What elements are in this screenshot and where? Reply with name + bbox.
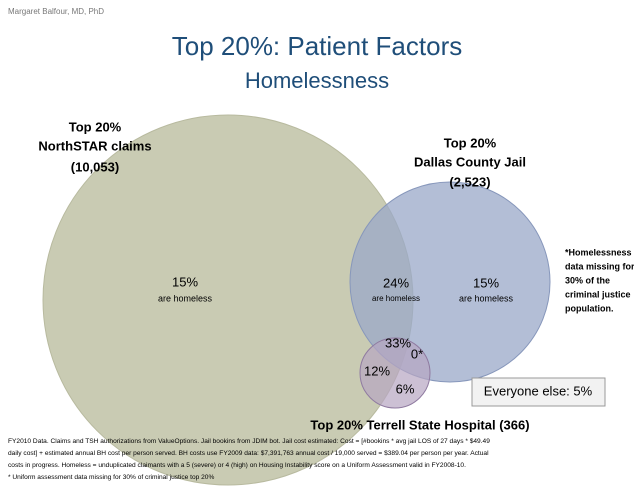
- subtitle: Homelessness: [245, 68, 389, 93]
- pct-note: are homeless: [158, 293, 213, 303]
- everyone-else: Everyone else: 5%: [484, 383, 593, 398]
- set-label: Top 20%: [69, 119, 122, 134]
- pct: 24%: [383, 275, 409, 290]
- side-note: 30% of the: [565, 275, 610, 285]
- pct: 0*: [411, 346, 423, 361]
- set-label: (10,053): [71, 159, 119, 174]
- footnote: daily cost] + estimated annual BH cost p…: [8, 450, 489, 457]
- pct: 12%: [364, 363, 390, 378]
- everyone-else-box: [471, 377, 606, 407]
- footnote: FY2010 Data. Claims and TSH authorizatio…: [8, 438, 490, 445]
- set-label: Top 20% Terrell State Hospital (366): [310, 417, 529, 432]
- hospital-circle: [359, 337, 431, 409]
- side-note: data missing for: [565, 261, 634, 271]
- pct: 6%: [396, 381, 415, 396]
- set-label: NorthSTAR claims: [38, 138, 151, 153]
- pct: 33%: [385, 335, 411, 350]
- side-note: population.: [565, 303, 614, 313]
- pct-note: are homeless: [372, 294, 420, 303]
- author: Margaret Balfour, MD, PhD: [8, 7, 104, 16]
- set-label: (2,523): [449, 174, 490, 189]
- pct-note: are homeless: [459, 293, 514, 303]
- set-label: Top 20%: [444, 135, 497, 150]
- jail-circle: [349, 181, 551, 383]
- side-note: *Homelessness: [565, 247, 632, 257]
- title: Top 20%: Patient Factors: [172, 31, 462, 61]
- pct: 15%: [172, 274, 198, 289]
- side-note: criminal justice: [565, 289, 631, 299]
- footnote: costs in progress. Homeless = unduplicat…: [8, 462, 466, 469]
- pct: 15%: [473, 275, 499, 290]
- set-label: Dallas County Jail: [414, 154, 526, 169]
- footnote: * Uniform assessment data missing for 30…: [8, 474, 214, 481]
